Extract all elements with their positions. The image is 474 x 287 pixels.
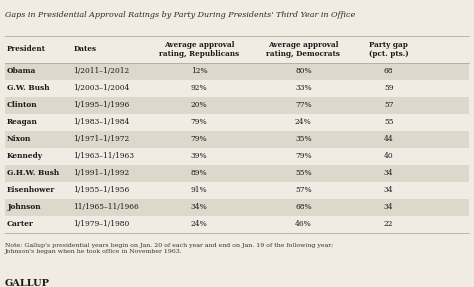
Text: G.W. Bush: G.W. Bush (7, 84, 50, 92)
Text: 1/2011–1/2012: 1/2011–1/2012 (73, 67, 130, 75)
Text: Obama: Obama (7, 67, 36, 75)
Text: 59: 59 (384, 84, 393, 92)
Text: 1/1995–1/1996: 1/1995–1/1996 (73, 101, 130, 109)
Text: 34: 34 (384, 169, 393, 177)
Text: 33%: 33% (295, 84, 312, 92)
Text: 24%: 24% (295, 118, 312, 126)
Text: Average approval
rating, Republicans: Average approval rating, Republicans (159, 41, 239, 58)
Text: 91%: 91% (191, 186, 208, 194)
Text: Gaps in Presidential Approval Ratings by Party During Presidents' Third Year in : Gaps in Presidential Approval Ratings by… (5, 11, 355, 19)
Text: 1/1955–1/1956: 1/1955–1/1956 (73, 186, 130, 194)
Text: 1/1971–1/1972: 1/1971–1/1972 (73, 135, 130, 143)
Text: 77%: 77% (295, 101, 312, 109)
Text: 35%: 35% (295, 135, 312, 143)
Text: 57%: 57% (295, 186, 312, 194)
Text: 40: 40 (384, 152, 393, 160)
Text: 1/1991–1/1992: 1/1991–1/1992 (73, 169, 130, 177)
Text: Dates: Dates (73, 45, 97, 53)
Text: 57: 57 (384, 101, 393, 109)
FancyBboxPatch shape (5, 131, 469, 148)
Text: Reagan: Reagan (7, 118, 38, 126)
Text: 79%: 79% (191, 118, 208, 126)
Text: 46%: 46% (295, 220, 312, 228)
Text: 55: 55 (384, 118, 393, 126)
Text: 89%: 89% (191, 169, 208, 177)
Text: 80%: 80% (295, 67, 312, 75)
Text: 55%: 55% (295, 169, 312, 177)
FancyBboxPatch shape (5, 63, 469, 80)
Text: G.H.W. Bush: G.H.W. Bush (7, 169, 59, 177)
Text: GALLUP: GALLUP (5, 279, 50, 287)
Text: President: President (7, 45, 46, 53)
Text: Johnson: Johnson (7, 203, 41, 211)
Text: 34%: 34% (191, 203, 208, 211)
Text: Nixon: Nixon (7, 135, 31, 143)
FancyBboxPatch shape (5, 199, 469, 216)
Text: 1/1983–1/1984: 1/1983–1/1984 (73, 118, 130, 126)
Text: 79%: 79% (295, 152, 312, 160)
Text: 34: 34 (384, 186, 393, 194)
Text: 20%: 20% (191, 101, 208, 109)
Text: 1/2003–1/2004: 1/2003–1/2004 (73, 84, 130, 92)
Text: Eisenhower: Eisenhower (7, 186, 55, 194)
Text: 44: 44 (384, 135, 393, 143)
Text: 11/1965–11/1966: 11/1965–11/1966 (73, 203, 139, 211)
Text: 39%: 39% (191, 152, 208, 160)
Text: 68%: 68% (295, 203, 312, 211)
Text: 92%: 92% (191, 84, 208, 92)
Text: Clinton: Clinton (7, 101, 38, 109)
Text: 68: 68 (384, 67, 393, 75)
Text: Carter: Carter (7, 220, 34, 228)
Text: Kennedy: Kennedy (7, 152, 43, 160)
Text: 24%: 24% (191, 220, 208, 228)
FancyBboxPatch shape (5, 97, 469, 114)
Text: 34: 34 (384, 203, 393, 211)
FancyBboxPatch shape (5, 165, 469, 182)
Text: 1/1979–1/1980: 1/1979–1/1980 (73, 220, 130, 228)
Text: Party gap
(pct. pts.): Party gap (pct. pts.) (369, 41, 409, 58)
Text: 1/1963–11/1963: 1/1963–11/1963 (73, 152, 135, 160)
Text: Average approval
rating, Democrats: Average approval rating, Democrats (266, 41, 340, 58)
Text: 79%: 79% (191, 135, 208, 143)
Text: 22: 22 (384, 220, 393, 228)
Text: Note: Gallup's presidential years begin on Jan. 20 of each year and end on Jan. : Note: Gallup's presidential years begin … (5, 243, 333, 254)
Text: 12%: 12% (191, 67, 208, 75)
